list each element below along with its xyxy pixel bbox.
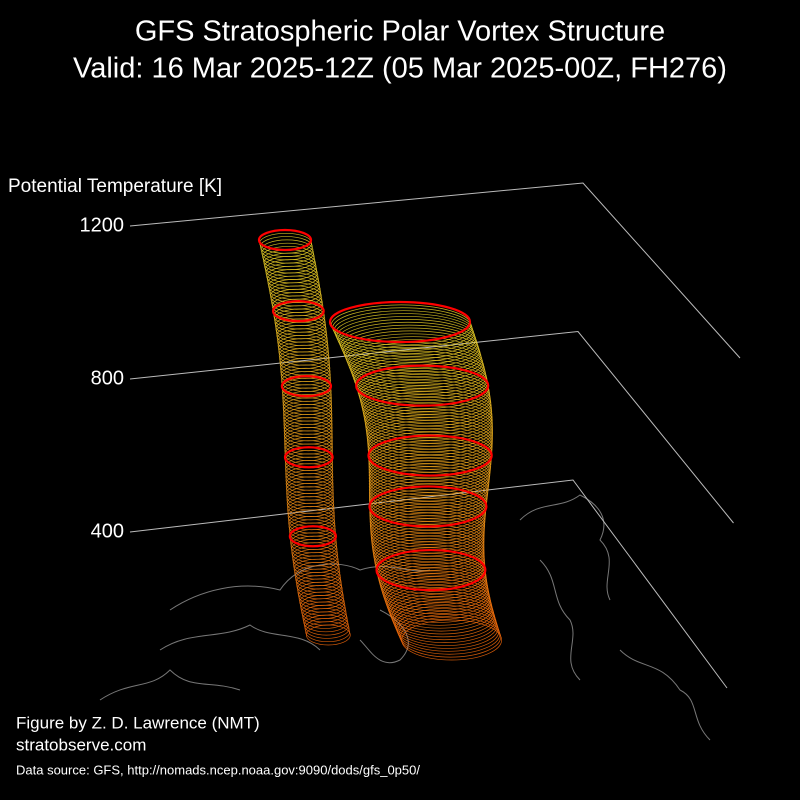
grid-line: [129, 182, 741, 359]
vortex-ring: [280, 375, 333, 398]
website: stratobserve.com: [16, 735, 146, 754]
vortex-contour: [368, 443, 492, 485]
vortex-contour: [368, 460, 490, 502]
z-tick-label: 1200: [80, 214, 125, 236]
vortex-contour: [364, 399, 493, 441]
vortex-ring: [257, 228, 313, 252]
map-outline: [99, 494, 711, 741]
vortex-ring: [368, 485, 488, 528]
vortex-contour: [305, 624, 351, 646]
vortex-contour: [368, 454, 491, 496]
vortex-contour: [373, 535, 485, 577]
vortex-contour: [370, 506, 485, 548]
vortex-contour: [401, 619, 502, 661]
vortex-contour: [368, 449, 491, 490]
chart-title: GFS Stratospheric Polar Vortex Structure: [135, 16, 665, 48]
vortex-contour: [366, 414, 493, 456]
vortex-contour: [369, 495, 486, 537]
vortex-contour: [368, 463, 490, 505]
z-tick-label: 400: [91, 520, 124, 542]
vortex-contour: [364, 402, 493, 444]
vortex-contour: [366, 417, 493, 458]
vortex-ring: [283, 446, 334, 469]
vortex: [257, 228, 502, 661]
vortex-contour: [369, 504, 486, 545]
vortex-contour: [305, 621, 351, 643]
vortex-contour: [368, 457, 490, 499]
vortex-contour: [367, 420, 493, 461]
vortex-contour: [369, 498, 486, 539]
vortex-contour: [399, 616, 502, 658]
vortex-contour: [372, 530, 485, 571]
vortex-ring: [272, 300, 325, 323]
vortex-contour: [369, 501, 486, 542]
vortex-contour: [370, 512, 485, 554]
vortex-contour: [370, 515, 485, 557]
vortex-contour: [365, 408, 493, 450]
vortex-contour: [368, 469, 489, 511]
vortex-contour: [371, 518, 485, 560]
vortex-contour: [371, 524, 485, 565]
vortex-contour: [369, 477, 488, 519]
vortex-contour: [372, 532, 485, 574]
vortex-contour: [368, 466, 489, 508]
vortex-contour: [362, 391, 493, 432]
vortex-contour: [304, 618, 350, 639]
grid-line: [129, 330, 734, 524]
vortex-contour: [367, 423, 493, 464]
vortex-contour: [368, 472, 489, 513]
vortex-contour: [367, 428, 493, 470]
grid-line: [129, 479, 728, 689]
vortex-contour: [368, 451, 491, 493]
data-source: Data source: GFS, http://nomads.ncep.noa…: [16, 762, 420, 777]
z-axis-label: Potential Temperature [K]: [8, 176, 222, 197]
vortex-contour: [366, 411, 493, 453]
vortex-ring: [288, 525, 337, 548]
vortex-ring: [375, 548, 487, 592]
vortex-contour: [367, 425, 493, 467]
z-tick-label: 800: [91, 367, 124, 389]
vortex-ring: [328, 300, 472, 344]
vortex-contour: [302, 608, 348, 629]
vortex-contour: [363, 397, 493, 438]
chart-subtitle: Valid: 16 Mar 2025-12Z (05 Mar 2025-00Z,…: [73, 53, 727, 85]
vortex-ring: [367, 434, 493, 477]
credit: Figure by Z. D. Lawrence (NMT): [16, 713, 260, 732]
vortex-contour: [303, 611, 349, 633]
vortex-contour: [303, 614, 349, 636]
vortex-contour: [369, 480, 488, 522]
vortex-contour: [371, 521, 485, 563]
vortex-ring: [355, 364, 490, 407]
vortex-contour: [369, 492, 487, 534]
vortex-contour: [368, 440, 492, 482]
